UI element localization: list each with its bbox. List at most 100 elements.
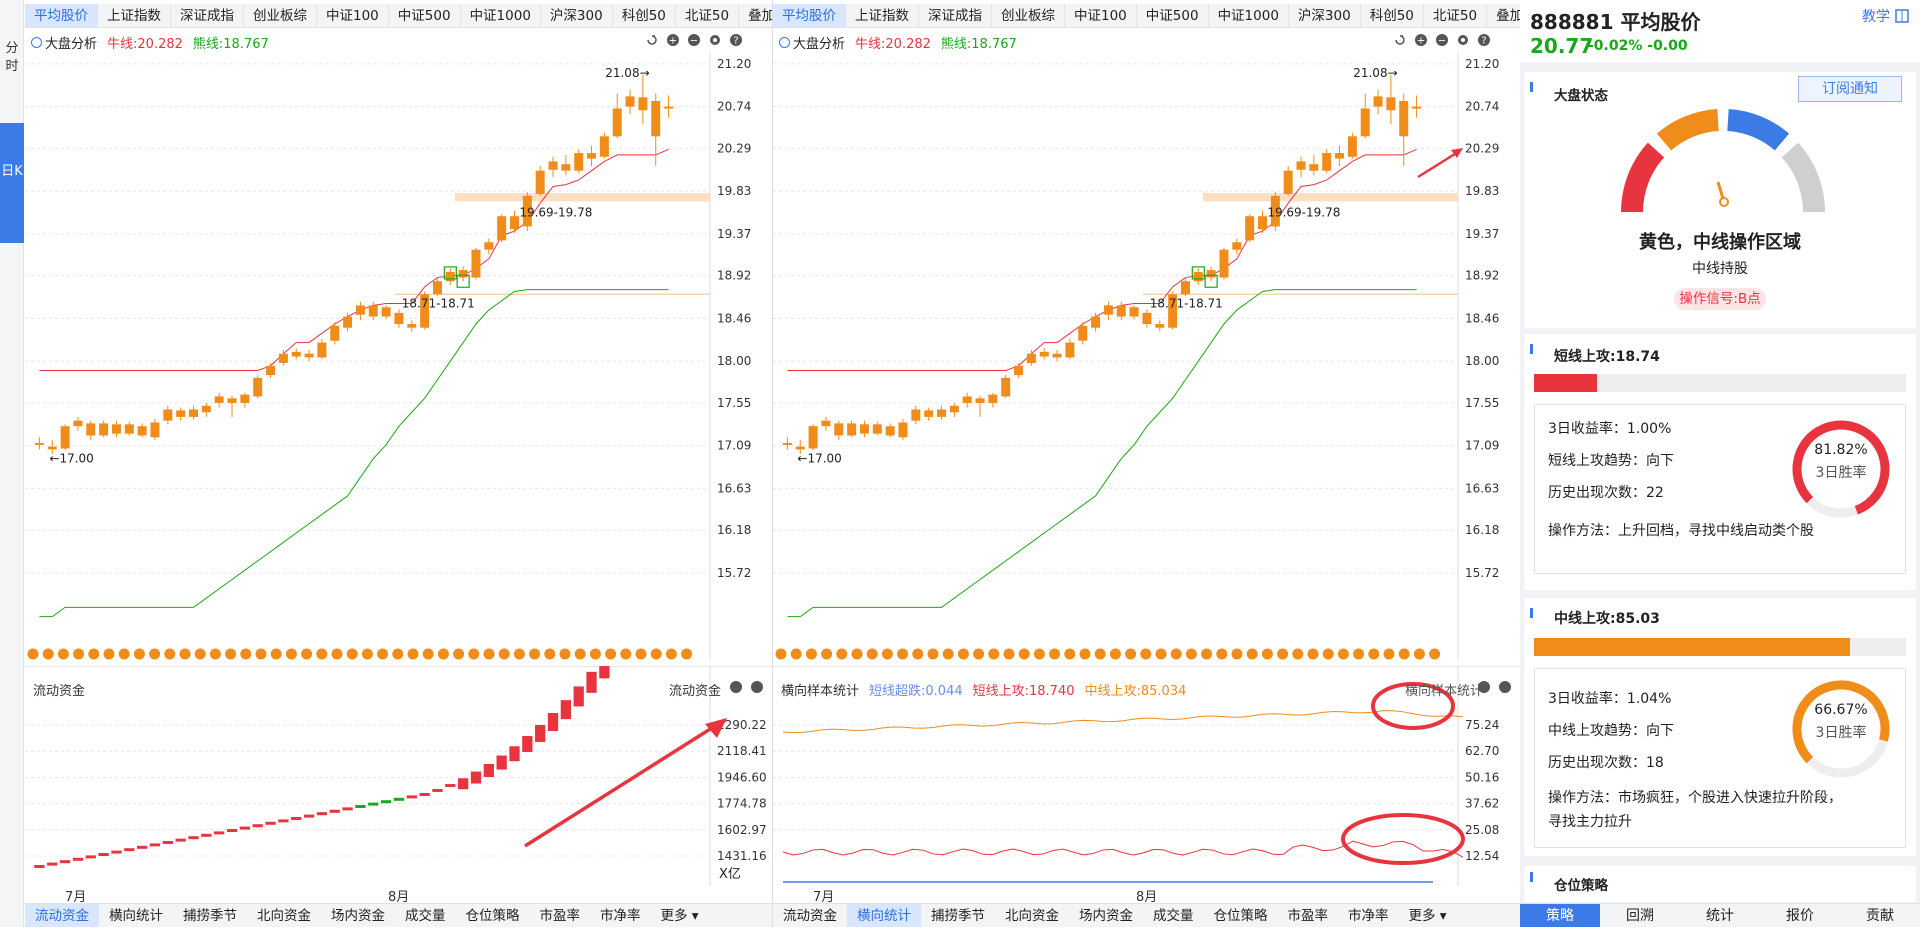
indicator-tab-0[interactable]: 流动资金 [25,904,99,927]
candle[interactable] [872,424,882,434]
candle[interactable] [201,405,211,413]
candle[interactable] [1322,153,1332,171]
candle[interactable] [885,426,895,436]
tab-9[interactable]: 北证50 [676,4,740,27]
candle[interactable] [535,170,545,194]
indicator-tab-3[interactable]: 北向资金 [257,908,311,924]
candle[interactable] [859,424,869,434]
candle[interactable] [1168,294,1178,328]
plus-icon[interactable]: + [666,33,680,47]
tab-5[interactable]: 中证500 [389,4,461,27]
candle[interactable] [1399,101,1409,137]
candle[interactable] [1193,271,1203,282]
candle[interactable] [1142,312,1152,324]
candle[interactable] [304,353,314,358]
book-icon[interactable] [1894,8,1910,24]
tab-4[interactable]: 中证100 [317,4,389,27]
candle[interactable] [988,394,998,403]
candle[interactable] [355,305,365,315]
candle[interactable] [34,442,44,445]
candle[interactable] [1129,307,1139,317]
candle[interactable] [432,281,442,295]
help-icon[interactable]: ? [1477,33,1491,47]
candle[interactable] [1014,365,1024,376]
candle[interactable] [587,153,597,159]
candle[interactable] [1103,305,1113,315]
candle[interactable] [1258,216,1267,230]
minus-icon[interactable]: − [687,33,701,47]
candle[interactable] [291,351,301,357]
tab-6[interactable]: 中证1000 [1209,4,1289,27]
minus-icon[interactable]: − [1435,33,1449,47]
candle[interactable] [574,153,584,171]
candle[interactable] [394,312,404,324]
candle[interactable] [821,420,831,427]
tab-8[interactable]: 科创50 [613,4,676,27]
candle[interactable] [1026,353,1036,364]
gear-icon[interactable] [1456,33,1470,47]
candle[interactable] [124,424,134,434]
candle[interactable] [47,446,57,450]
refresh-icon[interactable] [645,33,659,47]
candle[interactable] [924,410,934,417]
side-nav-1[interactable]: 回溯 [1626,908,1654,924]
indicator-tab-7[interactable]: 市盈率 [1287,908,1329,924]
candle[interactable] [189,409,198,417]
candle[interactable] [1206,270,1216,278]
candle[interactable] [1065,342,1075,358]
candle[interactable] [1412,106,1422,109]
candle[interactable] [1373,96,1383,107]
tab-3[interactable]: 创业板综 [244,4,317,27]
tab-0[interactable]: 平均股价 [773,4,846,27]
candle[interactable] [330,325,340,341]
candle[interactable] [86,423,96,436]
candle[interactable] [962,396,972,403]
candle[interactable] [834,423,844,436]
tab-5[interactable]: 中证500 [1137,4,1209,27]
tab-2[interactable]: 深证成指 [171,4,244,27]
candle[interactable] [317,342,327,358]
candle[interactable] [847,423,857,436]
candle[interactable] [1270,195,1280,227]
candle[interactable] [1155,323,1165,328]
candle[interactable] [651,101,661,137]
indicator-tab-6[interactable]: 仓位策略 [465,908,520,924]
help-icon[interactable] [750,680,764,694]
candle[interactable] [898,422,908,438]
candle[interactable] [1116,305,1126,317]
candle[interactable] [1335,153,1345,159]
candle[interactable] [782,442,792,445]
indicator-tab-1[interactable]: 横向统计 [847,904,921,927]
candle[interactable] [381,307,391,317]
candle[interactable] [137,426,147,436]
candle[interactable] [808,426,818,449]
candle[interactable] [638,97,648,111]
indicator-tab-8[interactable]: 市净率 [1348,908,1389,924]
tab-10[interactable]: 叠加 [1487,4,1520,27]
help-icon[interactable] [1498,680,1512,694]
candle[interactable] [1386,97,1396,111]
candle[interactable] [561,164,571,171]
candle[interactable] [795,446,805,450]
candle[interactable] [214,396,224,403]
candle[interactable] [458,270,468,278]
candle[interactable] [522,195,532,227]
gear-icon[interactable] [708,33,722,47]
indicator-tab-5[interactable]: 成交量 [405,908,446,924]
candle[interactable] [1001,377,1011,397]
candle[interactable] [266,365,276,376]
indicator-tab-5[interactable]: 成交量 [1153,908,1194,924]
help-icon[interactable]: ? [729,33,743,47]
analysis-dropdown[interactable]: 大盘分析 [779,33,845,52]
indicator-tab-4[interactable]: 场内资金 [331,908,385,924]
candle[interactable] [1219,249,1229,278]
candle[interactable] [343,316,353,328]
gear-icon[interactable] [1477,680,1491,694]
tab-7[interactable]: 沪深300 [541,4,613,27]
candle[interactable] [1039,351,1049,357]
candle[interactable] [1347,136,1357,157]
tab-6[interactable]: 中证1000 [461,4,541,27]
tab-3[interactable]: 创业板综 [992,4,1065,27]
daily-k-button[interactable]: 日K [0,123,24,243]
candle[interactable] [73,420,83,427]
